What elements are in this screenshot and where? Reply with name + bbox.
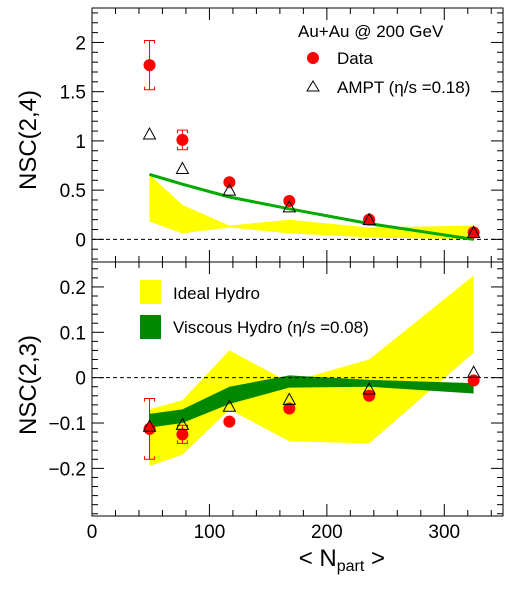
top-panel-plot: 0 0.5 1 1.5 2 [60, 8, 503, 262]
bottom-ylabel: NSC(2,3) [15, 335, 42, 435]
band-ideal-hydro [149, 174, 474, 240]
bottom-legend: Ideal Hydro Viscous Hydro (η/s =0.08) [140, 280, 369, 339]
data-point [467, 374, 480, 387]
ampt-point [282, 392, 297, 405]
x-axis-label-main: < N [299, 545, 337, 572]
top-legend: Au+Au @ 200 GeV Data AMPT (η/s =0.18) [298, 22, 470, 97]
y-tick-label: 0 [75, 230, 86, 251]
band-ideal-hydro [149, 275, 474, 467]
x-tick-label: 200 [311, 522, 343, 543]
data-point [223, 415, 236, 428]
viscous-hydro-curve [149, 172, 474, 241]
ampt-point [142, 126, 157, 140]
legend-data-label: Data [337, 49, 373, 68]
ampt-point [222, 183, 237, 196]
x-axis-label-subscript: part [337, 558, 365, 575]
legend-viscous-hydro-label: Viscous Hydro (η/s =0.08) [173, 318, 369, 337]
x-tick-label: 300 [428, 522, 460, 543]
y-tick-label: 0.2 [60, 278, 86, 299]
top-ylabel: NSC(2,4) [15, 90, 42, 190]
x-tick-label: 100 [194, 522, 226, 543]
y-tick-label: −0.1 [48, 414, 86, 435]
data-point [223, 176, 236, 189]
data-point [283, 402, 296, 415]
legend-ampt-label: AMPT (η/s =0.18) [337, 78, 470, 97]
ampt-point [466, 365, 481, 378]
data-point [363, 213, 376, 226]
legend-ideal-hydro-label: Ideal Hydro [173, 284, 260, 303]
y-tick-label: 2 [75, 33, 86, 54]
ampt-point [466, 225, 481, 238]
data-point [467, 226, 480, 239]
band-viscous-hydro-s-0-08- [149, 375, 474, 428]
legend-ideal-hydro-swatch [140, 280, 161, 304]
legend-ampt-marker [306, 80, 320, 92]
legend-data-marker [307, 52, 319, 64]
x-tick-label: 0 [87, 522, 98, 543]
bottom-panel-plot: 0 100 200 300 −0.2 −0.1 0 0.1 0.2 [48, 262, 503, 543]
legend-viscous-hydro-swatch [140, 315, 161, 339]
y-tick-label: 1 [75, 132, 86, 153]
ampt-point [362, 381, 376, 395]
legend-system-title: Au+Au @ 200 GeV [298, 22, 444, 41]
y-tick-label: 0.5 [60, 181, 86, 202]
y-tick-label: 0 [75, 369, 86, 390]
ampt-point [175, 161, 190, 174]
bottom-panel-frame [91, 261, 504, 517]
ampt-point [142, 419, 157, 432]
ampt-point [175, 417, 190, 430]
y-tick-label: 0.1 [60, 323, 86, 344]
data-point [143, 59, 156, 72]
x-axis-label-end: > [364, 545, 385, 572]
x-axis-label: < Npart > [299, 545, 385, 575]
ampt-point [362, 212, 376, 226]
data-point [363, 389, 376, 402]
y-tick-label: −0.2 [48, 459, 86, 480]
ampt-point [222, 399, 237, 412]
data-point [176, 133, 189, 146]
y-tick-label: 1.5 [60, 83, 86, 104]
ampt-point [282, 199, 297, 213]
data-point [176, 428, 189, 441]
